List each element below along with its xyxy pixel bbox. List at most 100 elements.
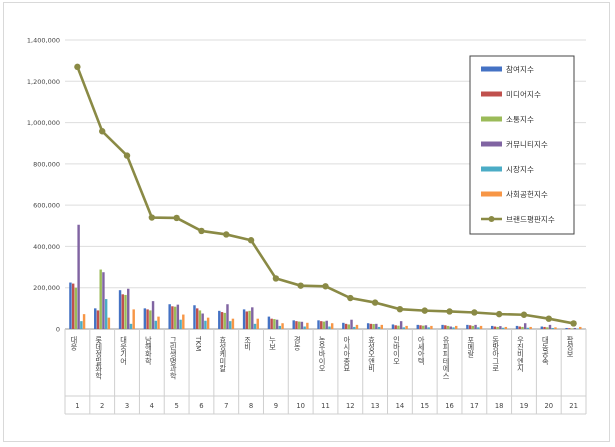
bar (480, 326, 482, 329)
bar (469, 325, 471, 329)
bar (155, 321, 157, 329)
bar (306, 323, 308, 329)
bar (248, 311, 250, 329)
y-tick-label: 200,000 (33, 284, 60, 292)
y-axis-tick-labels: 0200,000400,000600,000800,0001,000,0001,… (27, 37, 60, 334)
bar (174, 307, 176, 329)
category-label: 대웅기어 (120, 336, 129, 366)
brand-index-point (471, 309, 477, 315)
bar (378, 327, 380, 329)
bar (226, 304, 228, 329)
bar (474, 325, 476, 329)
bar (99, 270, 101, 329)
bar (246, 311, 248, 329)
category-label: 대동공속 (541, 336, 550, 366)
rank-label: 11 (321, 402, 330, 410)
category-label: TKM (194, 335, 203, 351)
bar (427, 327, 429, 329)
legend-swatch (481, 167, 502, 172)
bar (119, 290, 121, 329)
bar (496, 327, 498, 329)
legend-label: 참여지수 (506, 64, 534, 74)
bar (196, 308, 198, 329)
y-tick-label: 0 (56, 326, 60, 334)
bar (502, 328, 504, 329)
bar (326, 321, 328, 329)
rank-label: 16 (445, 402, 454, 410)
rank-label: 2 (100, 402, 104, 410)
legend-swatch (481, 92, 502, 97)
category-label: 팜성보 (566, 335, 575, 357)
bar (179, 320, 181, 329)
legend-label: 브랜드평판지수 (506, 214, 555, 224)
bar (529, 327, 531, 329)
rank-label: 14 (396, 402, 405, 410)
brand-index-point (173, 215, 179, 221)
bar (127, 289, 129, 329)
brand-index-point (446, 308, 452, 314)
bar (579, 327, 581, 329)
bar (152, 301, 154, 329)
bar (375, 324, 377, 329)
legend-label: 사회공헌지수 (506, 190, 548, 199)
rank-label: 10 (296, 402, 305, 410)
rank-label: 1 (75, 402, 79, 410)
y-tick-label: 600,000 (33, 202, 60, 210)
bar (83, 314, 85, 329)
bar (295, 321, 297, 329)
bar (69, 283, 71, 329)
category-label: 대웅 (70, 336, 79, 351)
bar (342, 323, 344, 329)
rank-label: 5 (174, 402, 178, 410)
category-label: 포메랄 (467, 336, 476, 358)
bar (370, 324, 372, 329)
category-label: 아세아텍 (417, 335, 426, 366)
bar (218, 311, 220, 329)
category-label: 동방아그로 (492, 336, 501, 372)
brand-index-point (223, 231, 229, 237)
bar (491, 326, 493, 329)
bar (546, 327, 548, 329)
y-tick-label: 800,000 (33, 160, 60, 168)
bar (568, 328, 570, 329)
bar (345, 324, 347, 329)
legend-label: 시장지수 (506, 164, 534, 174)
bar (281, 323, 283, 329)
rank-label: 6 (199, 402, 203, 410)
brand-index-point (496, 311, 502, 317)
bar (105, 299, 107, 329)
bar (403, 327, 405, 329)
bar (494, 327, 496, 329)
bar (207, 318, 209, 329)
bar (452, 327, 454, 329)
bar (122, 294, 124, 329)
brand-index-point (198, 228, 204, 234)
bar (450, 327, 452, 329)
bar (102, 272, 104, 329)
brand-index-point (248, 237, 254, 243)
category-label: 조비 (244, 336, 253, 352)
bar (144, 308, 146, 329)
rank-label: 19 (520, 402, 529, 410)
bar (405, 326, 407, 329)
legend-swatch (481, 142, 502, 147)
bar (524, 323, 526, 329)
bar (224, 313, 226, 329)
bar (268, 317, 270, 329)
brand-index-point (273, 275, 279, 281)
bar (301, 322, 303, 329)
bar (422, 326, 424, 329)
rank-label: 12 (346, 402, 355, 410)
rank-label: 3 (125, 402, 129, 410)
bar (232, 319, 234, 329)
legend-label: 미디어지수 (506, 89, 541, 99)
bar (182, 315, 184, 329)
bar (430, 326, 432, 329)
bar (80, 321, 82, 329)
y-tick-label: 400,000 (33, 243, 60, 251)
category-label: 유피피테에스 (442, 336, 451, 379)
bar (425, 325, 427, 329)
legend-label: 커뮤니티지수 (506, 140, 548, 149)
category-label: 경농 (293, 335, 302, 350)
